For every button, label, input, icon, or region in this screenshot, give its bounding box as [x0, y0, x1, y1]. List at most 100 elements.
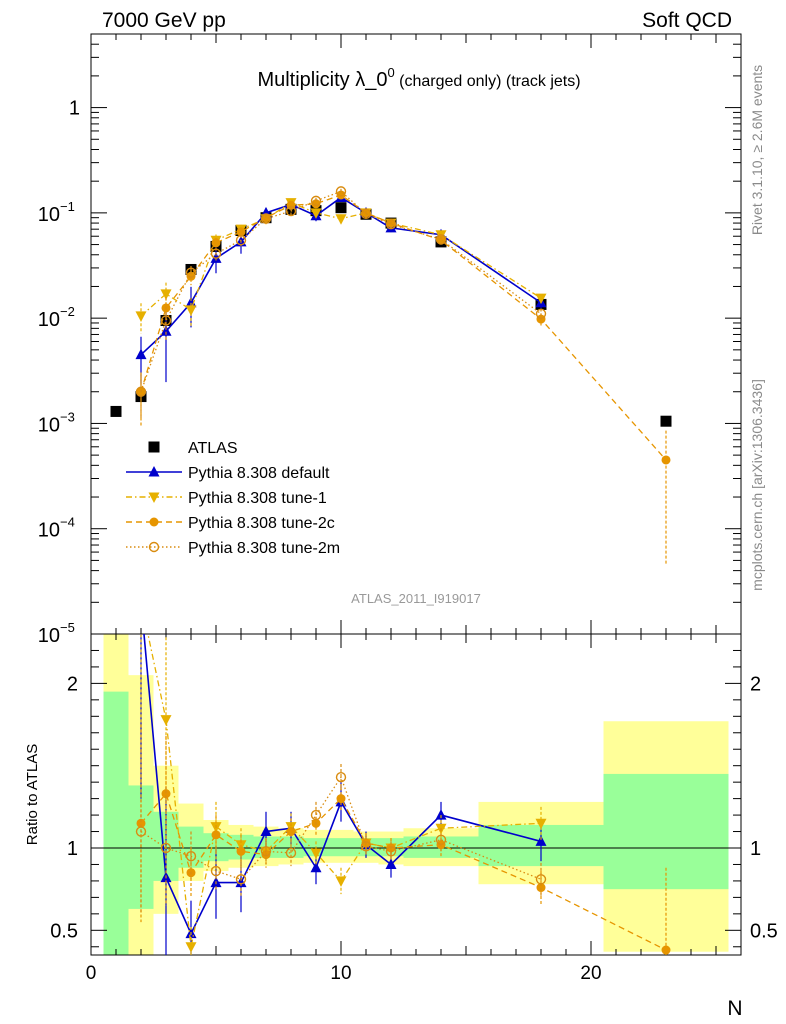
- main-y-tick-exponent: −5: [60, 620, 75, 635]
- pythia-8-308-tune-2c-ratio-point: [536, 883, 546, 893]
- pythia-8-308-default-point: [185, 296, 197, 308]
- series-layer: [110, 186, 672, 955]
- main-y-tick-label: 1: [69, 98, 80, 120]
- pythia-8-308-tune-2c-ratio-point: [236, 846, 246, 856]
- side-label-mcplots: mcplots.cern.ch [arXiv:1306.3436]: [749, 379, 765, 591]
- pythia-8-308-tune-2c-point: [661, 455, 671, 465]
- ratio-band-green: [328, 838, 354, 857]
- pythia-8-308-tune-2m-ratio-point: [535, 874, 547, 885]
- pythia-8-308-tune-1-ratio-point: [185, 942, 197, 953]
- title-superscript: 0: [387, 65, 394, 80]
- pythia-8-308-tune-2m-ratio-point: [160, 842, 172, 854]
- main-y-tick-exponent: −3: [60, 409, 75, 424]
- x-axis-label: N: [727, 997, 742, 1020]
- pythia-8-308-tune-2m-ratio-point: [235, 874, 247, 885]
- pythia-8-308-tune-2m-ratio-point: [185, 851, 197, 862]
- legend-pythia-8-308-tune-2c-label: Pythia 8.308 tune-2c: [188, 515, 335, 532]
- header-left: 7000 GeV pp: [102, 9, 226, 32]
- legend: ATLAS Pythia 8.308 default Pythia 8.308 tu…: [126, 440, 340, 557]
- legend-pythia-8-308-default-label: Pythia 8.308 default: [188, 465, 330, 482]
- pythia-8-308-tune-2m-point: [385, 219, 397, 230]
- legend-pythia-8-308-tune-1-marker: [148, 492, 160, 503]
- ratio-band-group: [103, 634, 729, 955]
- pythia-8-308-default-ratio-point: [260, 825, 272, 837]
- pythia-8-308-tune-2m-point: [185, 267, 197, 278]
- pythia-8-308-default-ratio-point: [310, 861, 322, 873]
- ratio-band-green: [103, 691, 129, 955]
- legend-pythia-8-308-tune-1-label: Pythia 8.308 tune-1: [188, 490, 327, 507]
- pythia-8-308-default-ratio-point: [535, 835, 547, 846]
- pythia-8-308-tune-1-ratio-point: [335, 876, 347, 887]
- pythia-8-308-tune-2m-point: [160, 315, 172, 326]
- pythia-8-308-tune-2c-ratio-point: [336, 794, 346, 804]
- pythia-8-308-tune-2m-point: [135, 386, 147, 397]
- ratio-series-group: [135, 597, 671, 955]
- pythia-8-308-default-ratio-point: [435, 809, 447, 820]
- axes-and-ticks: [90, 33, 742, 956]
- pythia-8-308-tune-2c-point: [211, 238, 221, 248]
- pythia-8-308-tune-1-point: [310, 208, 322, 219]
- pythia-8-308-tune-2m-point: [335, 186, 347, 197]
- main-y-tick-label: 10: [38, 625, 60, 647]
- ratio-y-tick-label-right: 0.5: [750, 920, 778, 942]
- pythia-8-308-default-point: [160, 325, 172, 336]
- main-y-tick-exponent: −4: [60, 515, 75, 530]
- main-y-tick-exponent: −1: [60, 199, 75, 214]
- main-y-tick-label: 10: [38, 414, 60, 436]
- pythia-8-308-tune-1-ratio-line: [147, 634, 542, 947]
- ratio-y-tick-label-left: 1: [67, 838, 78, 860]
- pythia-8-308-tune-2m-ratio-point: [385, 846, 397, 857]
- main-y-tick-label: 10: [38, 309, 60, 331]
- legend-pythia-8-308-tune-2m-label: Pythia 8.308 tune-2m: [188, 540, 340, 557]
- pythia-8-308-tune-2m-ratio-point: [435, 834, 447, 845]
- header-right: Soft QCD: [642, 9, 732, 32]
- pythia-8-308-tune-2c-ratio-point: [661, 945, 671, 955]
- title-main: Multiplicity λ_0: [257, 69, 387, 91]
- title-suffix: (charged only) (track jets): [395, 73, 581, 90]
- ratio-y-axis-label: Ratio to ATLAS: [24, 744, 41, 845]
- pythia-8-308-tune-2m-point: [435, 234, 447, 245]
- pythia-8-308-tune-2c-line: [140, 194, 667, 461]
- pythia-8-308-tune-2m-ratio-point: [335, 772, 347, 783]
- pythia-8-308-tune-2m-point: [310, 195, 322, 207]
- main-y-tick-label: 10: [38, 204, 60, 226]
- x-tick-label: 20: [580, 963, 601, 984]
- pythia-8-308-tune-2m-ratio-point: [135, 826, 147, 837]
- pythia-8-308-tune-1-point: [535, 293, 547, 305]
- legend-pythia-8-308-tune-2m-marker: [148, 541, 160, 553]
- legend-pythia-8-308-tune-2c-marker: [149, 517, 159, 527]
- chart-title: Multiplicity λ_00 (charged only) (track …: [257, 65, 580, 91]
- pythia-8-308-tune-2m-point: [535, 308, 547, 319]
- x-tick-label: 0: [86, 963, 97, 984]
- pythia-8-308-tune-1-point: [335, 214, 347, 225]
- analysis-watermark: ATLAS_2011_I919017: [351, 591, 481, 606]
- pythia-8-308-default-ratio-point: [235, 876, 247, 888]
- pythia-8-308-tune-2c-ratio-point: [211, 830, 221, 840]
- pythia-8-308-tune-2m-point: [235, 235, 247, 246]
- pythia-8-308-tune-2m-ratio-line: [140, 775, 542, 881]
- atlas-data-point: [660, 415, 672, 427]
- ratio-uncertainty-bands: [103, 634, 729, 955]
- pythia-8-308-tune-1-point: [185, 305, 197, 316]
- atlas-data-point: [110, 405, 122, 417]
- pythia-8-308-tune-2c-ratio-point: [286, 827, 296, 837]
- pythia-8-308-tune-1-ratio-point: [160, 715, 172, 726]
- pythia-8-308-tune-2m-point: [285, 205, 297, 217]
- pythia-8-308-default-point: [135, 348, 147, 360]
- pythia-8-308-tune-2c-point: [436, 235, 446, 245]
- pythia-8-308-tune-2c-ratio-point: [136, 818, 146, 828]
- pythia-8-308-tune-1-ratio-point: [535, 818, 547, 830]
- pythia-8-308-tune-1-point: [135, 311, 147, 322]
- legend-pythia-8-308-default-marker: [148, 466, 160, 477]
- pythia-8-308-tune-2m-ratio-point: [210, 865, 222, 877]
- pythia-8-308-tune-2m-ratio-point: [285, 847, 297, 859]
- ratio-y-tick-label-left: 0.5: [50, 920, 78, 942]
- main-series-group: [110, 186, 672, 566]
- pythia-8-308-tune-2c-ratio-line: [140, 792, 667, 951]
- pythia-8-308-tune-2c-ratio-point: [161, 789, 171, 799]
- side-label-rivet: Rivet 3.1.10, ≥ 2.6M events: [749, 64, 765, 236]
- pythia-8-308-tune-2m-point: [260, 213, 272, 224]
- ratio-y-tick-label-left: 2: [67, 673, 78, 695]
- pythia-8-308-tune-2c-point: [236, 227, 246, 237]
- pythia-8-308-tune-1-ratio-point: [136, 597, 147, 608]
